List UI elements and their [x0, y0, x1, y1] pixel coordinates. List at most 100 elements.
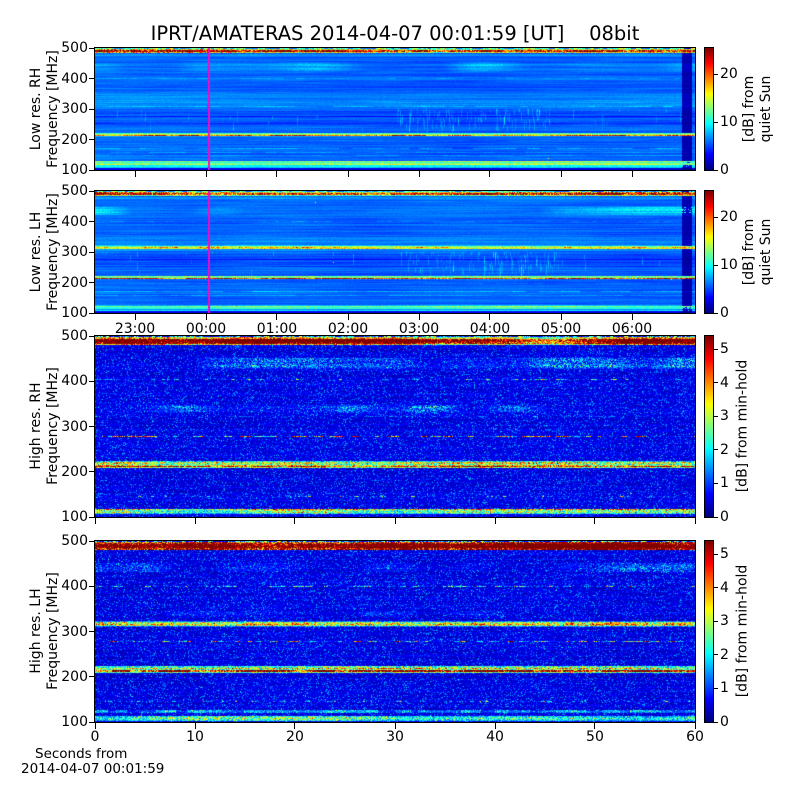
colorbar-tick-mark — [714, 169, 718, 171]
colorbar-tick-label: 1 — [720, 680, 729, 697]
colorbar-tick-label: 0 — [720, 305, 729, 321]
x-tick-mark — [347, 171, 349, 177]
x-tick-mark — [631, 314, 633, 320]
time-tick-label: 02:00 — [327, 321, 369, 337]
y-tick-mark — [89, 516, 95, 518]
y-tick-mark — [89, 169, 95, 171]
y-tick-label: 100 — [61, 305, 88, 321]
x-tick-mark — [94, 723, 96, 729]
colorbar-gradient-low-res-rh — [705, 48, 713, 170]
y-tick-mark — [89, 335, 95, 337]
colorbar-tick-mark — [714, 415, 718, 417]
colorbar-label-line1: [dB] from — [741, 75, 757, 143]
figure-title: IPRT/AMATERAS 2014-04-07 00:01:59 [UT] 0… — [150, 22, 640, 45]
colorbar-tick-label: 5 — [720, 546, 729, 563]
x-tick-mark — [194, 518, 196, 524]
panel-high-res-lh — [94, 540, 696, 723]
colorbar-high-res-lh — [704, 540, 714, 723]
seconds-tick-label: 10 — [186, 729, 204, 745]
x-tick-mark — [94, 518, 96, 524]
colorbar-tick-label: 3 — [720, 613, 729, 630]
colorbar-label-line1: [dB] from — [741, 218, 757, 286]
x-tick-mark — [560, 171, 562, 177]
x-tick-mark — [594, 518, 596, 524]
colorbar-tick-mark — [714, 687, 718, 689]
seconds-tick-label: 30 — [386, 729, 404, 745]
y-tick-mark — [89, 251, 95, 253]
x-tick-mark — [294, 723, 296, 729]
y-tick-label: 300 — [61, 623, 88, 640]
colorbar-tick-label: 10 — [720, 257, 738, 274]
y-tick-label: 200 — [61, 463, 88, 480]
colorbar-tick-label: 2 — [720, 646, 729, 663]
colorbar-tick-label: 20 — [720, 66, 738, 83]
y-tick-label: 100 — [61, 162, 88, 178]
colorbar-tick-mark — [714, 449, 718, 451]
time-tick-label: 03:00 — [398, 321, 440, 337]
y-tick-label: 400 — [61, 373, 88, 390]
x-tick-mark — [418, 314, 420, 320]
colorbar-gradient-high-res-lh — [705, 541, 713, 722]
colorbar-tick-mark — [714, 348, 718, 350]
time-tick-label: 23:00 — [114, 321, 156, 337]
y-tick-mark — [89, 540, 95, 542]
time-tick-label: 04:00 — [469, 321, 511, 337]
y-tick-label: 500 — [61, 533, 88, 549]
colorbar-low-res-rh — [704, 47, 714, 171]
x-tick-mark — [394, 723, 396, 729]
y-tick-mark — [89, 585, 95, 587]
x-tick-mark — [205, 171, 207, 177]
y-tick-mark — [89, 108, 95, 110]
y-tick-label: 200 — [61, 274, 88, 291]
x-tick-mark — [489, 171, 491, 177]
y-tick-label: 100 — [61, 714, 88, 730]
colorbar-tick-label: 0 — [720, 162, 729, 178]
colorbar-tick-mark — [714, 587, 718, 589]
colorbar-tick-label: 20 — [720, 209, 738, 226]
x-axis-label-line1: Seconds from — [35, 746, 128, 762]
spectrogram-high-res-lh — [95, 541, 695, 722]
colorbar-tick-mark — [714, 620, 718, 622]
colorbar-label-line2: quiet Sun — [758, 75, 774, 143]
time-tick-label: 06:00 — [611, 321, 653, 337]
y-tick-label: 400 — [61, 70, 88, 87]
colorbar-tick-label: 0 — [720, 509, 729, 525]
colorbar-tick-mark — [714, 382, 718, 384]
x-tick-mark — [560, 314, 562, 320]
x-axis-label: Seconds from 2014-04-07 00:01:59 — [21, 747, 164, 777]
y-tick-label: 300 — [61, 244, 88, 260]
x-tick-mark — [494, 518, 496, 524]
y-tick-mark — [89, 471, 95, 473]
y-tick-label: 400 — [61, 213, 88, 230]
colorbar-tick-mark — [714, 216, 718, 218]
x-tick-mark — [276, 171, 278, 177]
colorbar-tick-label: 10 — [720, 114, 738, 131]
y-tick-mark — [89, 676, 95, 678]
x-tick-mark — [276, 314, 278, 320]
y-tick-label: 200 — [61, 668, 88, 685]
x-tick-mark — [594, 723, 596, 729]
colorbar-tick-mark — [714, 121, 718, 123]
colorbar-tick-mark — [714, 654, 718, 656]
y-tick-mark — [89, 282, 95, 283]
colorbar-tick-label: 5 — [720, 341, 729, 358]
y-tick-mark — [89, 78, 95, 79]
seconds-tick-label: 50 — [586, 729, 604, 745]
y-tick-mark — [89, 631, 95, 632]
y-tick-label: 400 — [61, 578, 88, 595]
y-tick-label: 300 — [61, 418, 88, 435]
y-tick-mark — [89, 721, 95, 723]
colorbar-high-res-rh — [704, 335, 714, 518]
colorbar-tick-label: 1 — [720, 475, 729, 492]
y-tick-label: 100 — [61, 509, 88, 525]
x-tick-mark — [294, 518, 296, 524]
seconds-tick-label: 20 — [286, 729, 304, 745]
x-tick-mark — [394, 518, 396, 524]
spectrogram-low-res-rh — [95, 48, 695, 170]
y-tick-mark — [89, 380, 95, 382]
panel-low-res-lh — [94, 190, 696, 314]
time-tick-label: 00:00 — [185, 321, 227, 337]
colorbar-tick-mark — [714, 553, 718, 555]
y-tick-mark — [89, 312, 95, 314]
colorbar-label-line2: quiet Sun — [758, 218, 774, 286]
